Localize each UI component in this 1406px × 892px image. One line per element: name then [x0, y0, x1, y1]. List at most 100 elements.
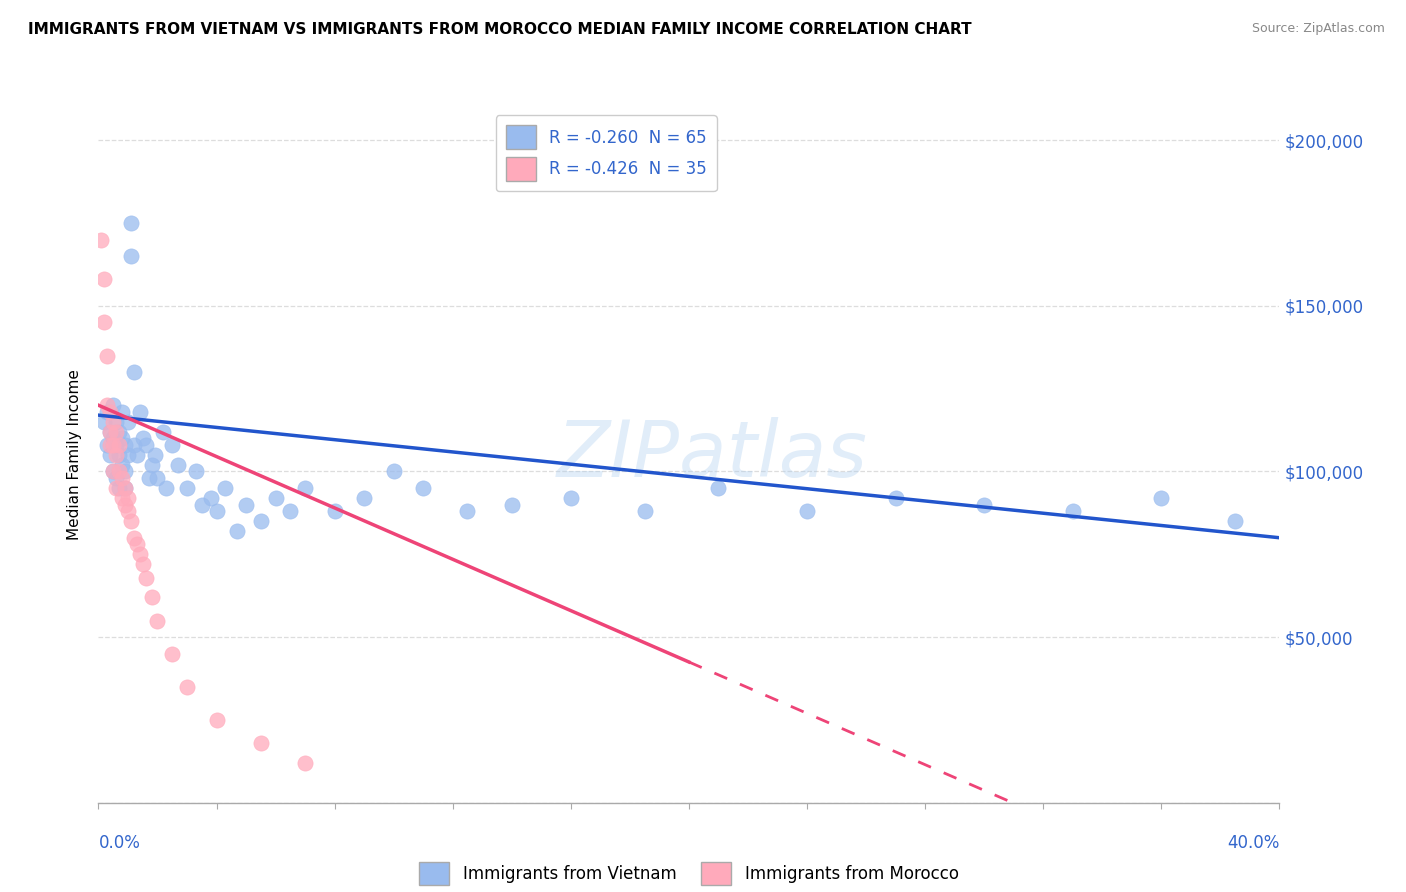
Point [128, 547, 150, 561]
Point [120, 216, 142, 230]
Point [111, 471, 134, 485]
Point [98, 438, 121, 452]
Point [111, 431, 134, 445]
Point [108, 481, 131, 495]
Text: 0.0%: 0.0% [98, 834, 141, 852]
Point [250, 736, 273, 750]
Point [90, 233, 112, 247]
Legend: Immigrants from Vietnam, Immigrants from Morocco: Immigrants from Vietnam, Immigrants from… [412, 855, 966, 892]
Point [117, 504, 139, 518]
Point [250, 514, 273, 528]
Point [98, 425, 121, 439]
Point [294, 481, 316, 495]
Point [141, 458, 163, 472]
Point [501, 498, 523, 512]
Point [117, 415, 139, 429]
Point [1150, 491, 1173, 505]
Text: 40.0%: 40.0% [1227, 834, 1279, 852]
Point [294, 756, 316, 770]
Point [264, 491, 287, 505]
Point [138, 471, 160, 485]
Point [235, 498, 257, 512]
Point [184, 465, 207, 479]
Point [117, 448, 139, 462]
Point [141, 591, 163, 605]
Point [108, 465, 131, 479]
Point [103, 431, 125, 445]
Point [214, 481, 236, 495]
Point [93, 415, 115, 429]
Point [1062, 504, 1084, 518]
Point [884, 491, 907, 505]
Point [353, 491, 375, 505]
Point [98, 405, 121, 419]
Point [103, 438, 125, 452]
Point [973, 498, 995, 512]
Point [111, 405, 134, 419]
Point [111, 491, 134, 505]
Point [1223, 514, 1246, 528]
Point [135, 438, 157, 452]
Y-axis label: Median Family Income: Median Family Income [67, 369, 83, 541]
Point [146, 614, 169, 628]
Point [135, 570, 157, 584]
Point [96, 405, 118, 419]
Point [108, 425, 131, 439]
Point [146, 471, 169, 485]
Point [105, 481, 128, 495]
Point [155, 481, 177, 495]
Point [122, 531, 145, 545]
Point [114, 498, 136, 512]
Point [205, 713, 228, 727]
Point [176, 680, 198, 694]
Point [191, 498, 214, 512]
Point [128, 405, 150, 419]
Point [105, 415, 128, 429]
Point [167, 458, 190, 472]
Point [103, 465, 125, 479]
Point [412, 481, 434, 495]
Point [96, 438, 118, 452]
Point [707, 481, 730, 495]
Point [200, 491, 222, 505]
Point [98, 425, 121, 439]
Point [93, 315, 115, 329]
Point [633, 504, 655, 518]
Point [105, 438, 128, 452]
Point [122, 365, 145, 379]
Text: Source: ZipAtlas.com: Source: ZipAtlas.com [1251, 22, 1385, 36]
Point [103, 465, 125, 479]
Point [105, 425, 128, 439]
Point [125, 448, 148, 462]
Point [382, 465, 405, 479]
Point [132, 431, 155, 445]
Point [114, 438, 136, 452]
Point [105, 448, 128, 462]
Point [122, 438, 145, 452]
Point [323, 504, 346, 518]
Point [120, 249, 142, 263]
Point [162, 438, 183, 452]
Point [456, 504, 478, 518]
Point [132, 558, 155, 572]
Point [176, 481, 198, 495]
Point [108, 438, 131, 452]
Text: ZIPatlas: ZIPatlas [557, 417, 868, 493]
Text: IMMIGRANTS FROM VIETNAM VS IMMIGRANTS FROM MOROCCO MEDIAN FAMILY INCOME CORRELAT: IMMIGRANTS FROM VIETNAM VS IMMIGRANTS FR… [28, 22, 972, 37]
Point [114, 481, 136, 495]
Point [143, 448, 166, 462]
Point [226, 524, 249, 538]
Point [96, 398, 118, 412]
Point [114, 465, 136, 479]
Point [114, 481, 136, 495]
Point [98, 448, 121, 462]
Point [108, 448, 131, 462]
Point [152, 425, 174, 439]
Point [205, 504, 228, 518]
Point [560, 491, 582, 505]
Point [96, 349, 118, 363]
Point [111, 458, 134, 472]
Point [120, 514, 142, 528]
Point [162, 647, 183, 661]
Point [103, 415, 125, 429]
